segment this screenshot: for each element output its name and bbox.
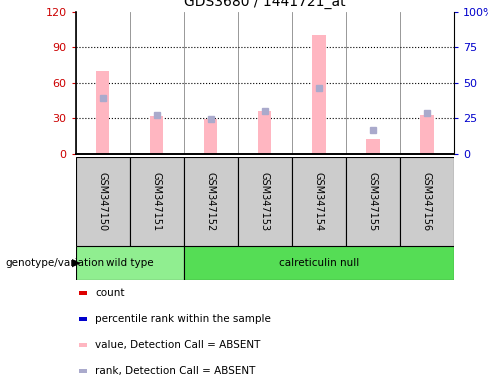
Text: GSM347150: GSM347150 [98,172,108,231]
Text: genotype/variation: genotype/variation [5,258,104,268]
Bar [366,139,380,154]
Bar [204,119,218,154]
Bar [76,157,130,246]
Bar [238,157,292,246]
Bar [292,157,346,246]
Bar [76,246,183,280]
Bar [420,114,433,154]
Text: percentile rank within the sample: percentile rank within the sample [95,314,271,324]
Bar [183,157,238,246]
Text: count: count [95,288,124,298]
Bar [130,157,183,246]
Text: GSM347153: GSM347153 [260,172,270,231]
Text: rank, Detection Call = ABSENT: rank, Detection Call = ABSENT [95,366,255,376]
Text: calreticulin null: calreticulin null [279,258,359,268]
Bar [183,246,454,280]
Title: GDS3680 / 1441721_at: GDS3680 / 1441721_at [184,0,346,9]
Text: value, Detection Call = ABSENT: value, Detection Call = ABSENT [95,340,260,350]
Bar [80,343,87,347]
Text: GSM347154: GSM347154 [314,172,324,231]
Text: GSM347152: GSM347152 [206,172,216,231]
Text: GSM347151: GSM347151 [152,172,162,231]
Bar [258,111,271,154]
Text: wild type: wild type [106,258,154,268]
Bar [346,157,400,246]
Bar [96,71,109,154]
Bar [80,318,87,321]
Text: ▶: ▶ [72,258,81,268]
Text: GSM347156: GSM347156 [422,172,432,231]
Bar [150,116,163,154]
Text: GSM347155: GSM347155 [368,172,378,231]
Bar [80,369,87,373]
Bar [80,291,87,295]
Bar [312,35,325,154]
Bar [400,157,454,246]
